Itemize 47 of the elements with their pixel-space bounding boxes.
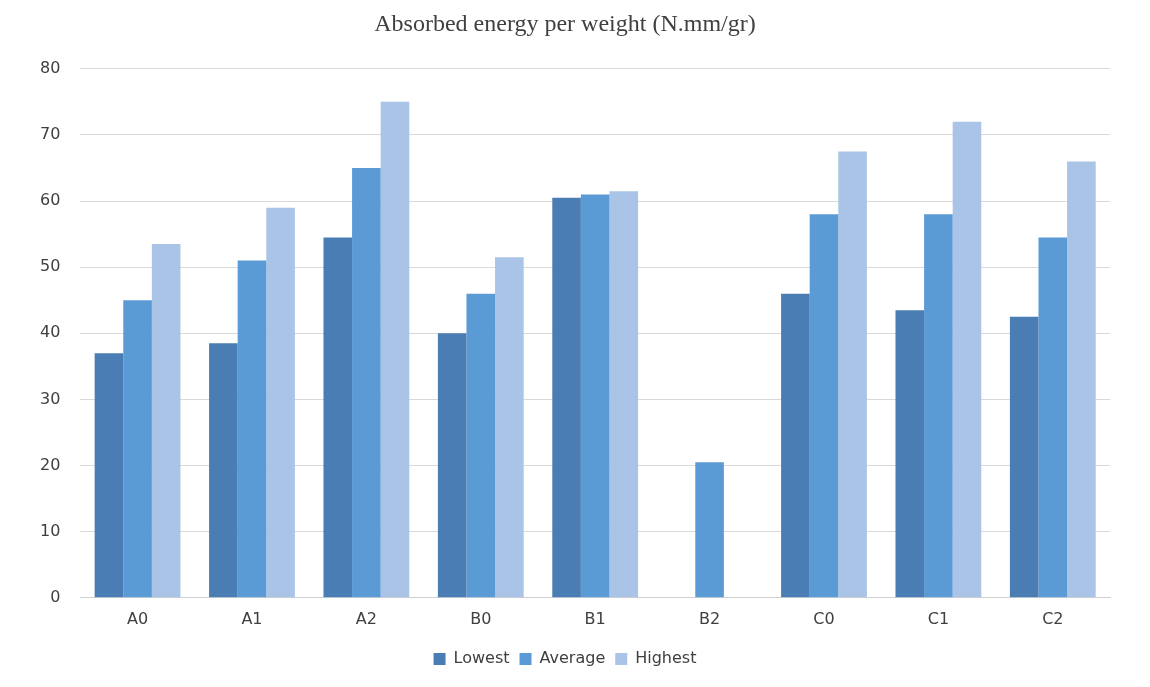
x-tick-label: A1 — [241, 608, 263, 628]
legend-label: Highest — [635, 648, 697, 668]
bar — [609, 191, 639, 598]
bar — [809, 214, 839, 598]
bar — [123, 300, 152, 598]
bar — [781, 293, 810, 598]
bar — [437, 333, 467, 598]
y-tick-label: 60 — [40, 190, 61, 210]
bar — [237, 260, 267, 598]
x-tick-label: A2 — [355, 608, 377, 628]
bar — [151, 244, 181, 598]
legend-label: Lowest — [453, 648, 510, 668]
y-tick-label: 40 — [40, 322, 61, 342]
bar — [895, 310, 925, 598]
y-tick-label: 10 — [40, 520, 61, 540]
bar — [1009, 316, 1039, 598]
bar — [1038, 237, 1068, 598]
bar — [209, 343, 238, 598]
bar — [380, 101, 410, 598]
bar — [695, 462, 724, 598]
bar — [466, 293, 496, 598]
bar — [94, 353, 124, 598]
y-tick-label: 20 — [40, 454, 61, 474]
x-tick-label: A0 — [127, 608, 149, 628]
y-tick-label: 70 — [40, 124, 61, 144]
bar — [580, 194, 610, 598]
bar — [352, 167, 381, 598]
y-tick-label: 0 — [50, 586, 61, 606]
x-tick-label: B1 — [584, 608, 606, 628]
bar — [266, 207, 295, 598]
x-tick-label: B2 — [699, 608, 721, 628]
bar — [1067, 161, 1096, 598]
bar — [495, 257, 524, 598]
y-tick-label: 30 — [40, 388, 61, 408]
y-tick-label: 50 — [40, 256, 61, 276]
x-tick-label: C1 — [927, 608, 950, 628]
bar — [838, 151, 867, 598]
chart-title: Absorbed energy per weight (N.mm/gr) — [374, 9, 756, 36]
x-tick-label: C0 — [813, 608, 835, 628]
legend-label: Average — [539, 648, 606, 668]
x-tick-label: B0 — [470, 608, 492, 628]
y-tick-label: 80 — [40, 57, 61, 77]
bar — [924, 214, 953, 598]
bar — [552, 197, 581, 598]
bar — [952, 121, 982, 598]
x-tick-label: C2 — [1042, 608, 1064, 628]
bar — [323, 237, 353, 598]
